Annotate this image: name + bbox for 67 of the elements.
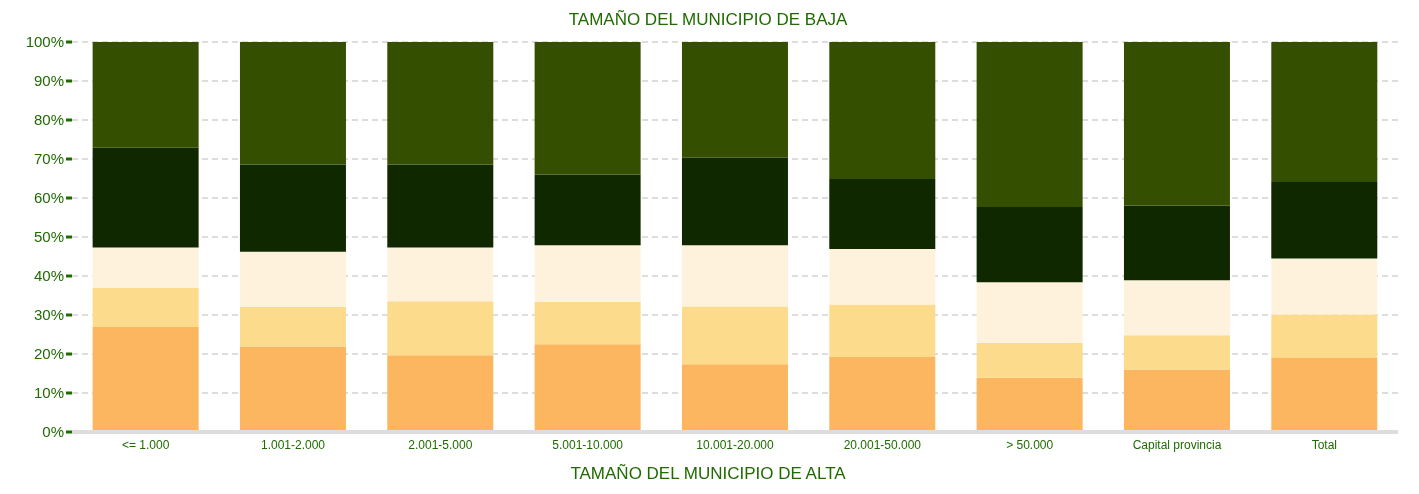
x-tick-label: 10.001-20.000 — [696, 437, 775, 452]
bar — [92, 247, 199, 289]
x-tick-label: 1.001-2.000 — [260, 437, 326, 452]
x-tick-label: 2.001-5.000 — [408, 437, 473, 452]
bar — [387, 355, 494, 432]
bar — [239, 42, 346, 165]
chart-title: TAMAÑO DEL MUNICIPIO DE BAJA — [567, 9, 849, 31]
bar — [829, 304, 936, 358]
y-tick-label: 50% — [33, 228, 64, 246]
bar — [239, 164, 346, 252]
bar — [387, 42, 494, 165]
bar — [1123, 42, 1230, 206]
x-tick-label: <= 1.000 — [121, 437, 170, 452]
y-tick-label: 60% — [33, 189, 64, 207]
bar — [681, 157, 788, 246]
bar — [976, 42, 1083, 207]
bar — [92, 327, 199, 432]
bar — [1123, 280, 1230, 336]
x-tick-label: 20.001-50.000 — [843, 437, 922, 452]
bar — [387, 164, 494, 248]
y-tick-label: 20% — [33, 345, 64, 363]
bar — [239, 306, 346, 347]
y-tick-label: 100% — [25, 33, 64, 51]
y-tick-label: 10% — [33, 384, 64, 402]
bar — [1271, 182, 1378, 259]
bar — [1123, 335, 1230, 370]
bar — [92, 147, 199, 248]
bar — [239, 251, 346, 307]
x-tick-label: > 50.000 — [1006, 437, 1054, 452]
bar — [1123, 205, 1230, 281]
bar — [1123, 369, 1230, 432]
bar — [387, 301, 494, 356]
bar — [239, 346, 346, 432]
bar — [534, 301, 641, 345]
bar — [1271, 357, 1378, 432]
bar — [1271, 314, 1378, 358]
x-axis-title: TAMAÑO DEL MUNICIPIO DE ALTA — [569, 463, 847, 485]
x-tick-label: Capital provincia — [1132, 437, 1222, 452]
bar — [1271, 42, 1378, 183]
y-tick-label: 70% — [33, 150, 64, 168]
y-tick-label: 40% — [33, 267, 64, 285]
bar — [976, 206, 1083, 283]
bar — [976, 342, 1083, 378]
bar — [92, 288, 199, 328]
bar — [829, 42, 936, 179]
bar — [387, 247, 494, 302]
bar — [92, 42, 199, 148]
bar — [681, 42, 788, 158]
y-tick-label: 90% — [33, 72, 64, 90]
bar — [976, 282, 1083, 343]
x-tick-label: 5.001-10.000 — [552, 437, 624, 452]
bar — [534, 42, 641, 175]
bar — [1271, 258, 1378, 315]
y-tick-label: 80% — [33, 111, 64, 129]
bar — [976, 377, 1083, 432]
y-tick-label: 0% — [42, 423, 64, 441]
y-tick-label: 30% — [33, 306, 64, 324]
bar — [681, 245, 788, 307]
bar — [534, 344, 641, 432]
bar — [829, 249, 936, 305]
bar — [681, 306, 788, 365]
bar — [534, 245, 641, 302]
bar — [829, 178, 936, 250]
bar — [534, 174, 641, 246]
bar — [829, 357, 936, 432]
bar — [681, 364, 788, 432]
x-tick-label: Total — [1311, 437, 1338, 452]
